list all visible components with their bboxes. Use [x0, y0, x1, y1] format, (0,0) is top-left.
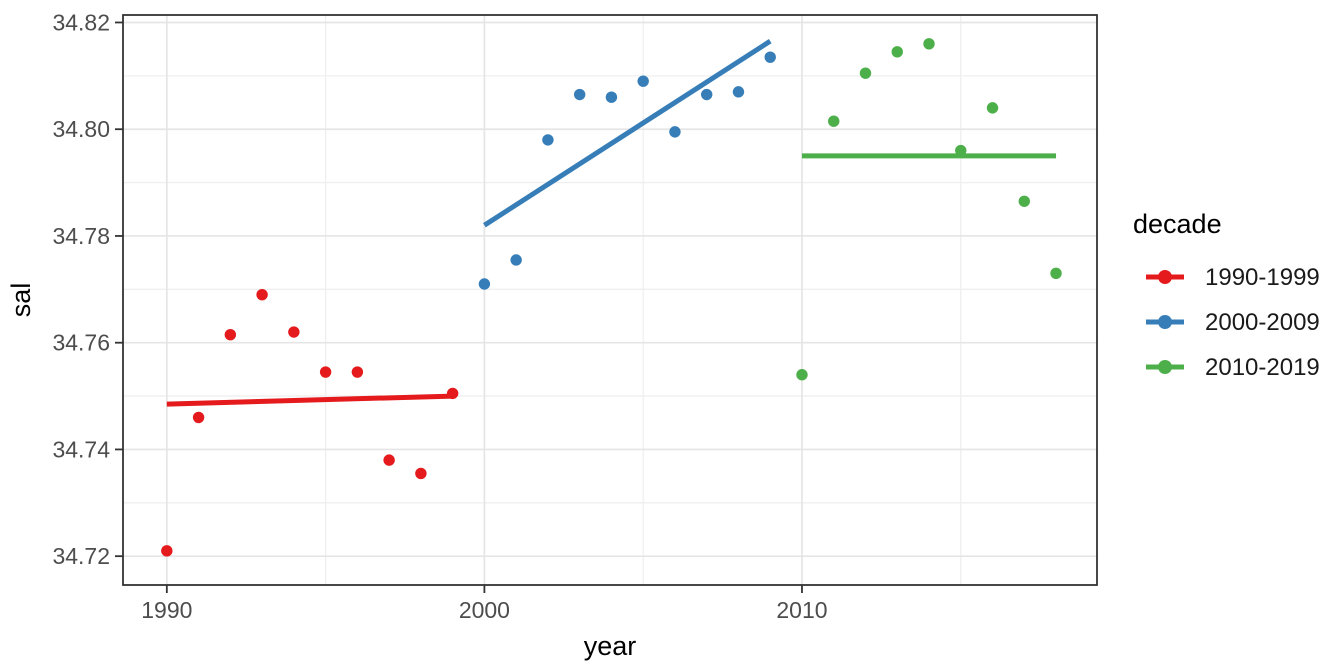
trend-line [483, 39, 772, 228]
data-point [192, 411, 205, 424]
y-tick-label: 34.74 [52, 436, 110, 462]
legend-entry-label: 1990-1999 [1205, 264, 1320, 291]
y-tick-label: 34.76 [52, 330, 110, 356]
data-point [605, 91, 618, 103]
y-tick-label: 34.82 [52, 9, 110, 35]
legend-entries: 1990-1999 2000-2009 2010-2019 [1146, 264, 1320, 381]
data-point [478, 278, 491, 290]
legend-title: decade [1133, 209, 1222, 239]
data-point [669, 126, 681, 138]
legend-key-point [1158, 315, 1172, 329]
axis-tick-labels: 34.72 34.74 34.76 34.78 34.80 34.82 1990 2000 20… [52, 9, 827, 623]
data-point [256, 288, 268, 301]
data-point [986, 102, 999, 114]
data-point [224, 328, 237, 341]
y-tick-label: 34.72 [52, 543, 110, 569]
data-point [319, 366, 332, 378]
data-point [923, 38, 935, 50]
trend-lines-layer [166, 39, 1057, 407]
data-point [351, 366, 364, 378]
y-tick-label: 34.78 [52, 223, 110, 249]
legend-key-point [1158, 360, 1172, 374]
legend-entry: 2000-2009 [1146, 309, 1320, 336]
legend-entry-label: 2010-2019 [1205, 354, 1320, 381]
data-point [510, 254, 522, 266]
data-point [542, 134, 554, 146]
legend-key-point [1158, 270, 1172, 284]
data-point [288, 326, 300, 338]
legend: decade 1990-1999 2000-2009 2010-2019 [1133, 209, 1320, 381]
gridlines-major [123, 15, 1097, 585]
axis-ticks [115, 21, 803, 593]
legend-entry-label: 2000-2009 [1205, 309, 1320, 336]
data-point [701, 88, 713, 101]
panel-border [122, 14, 1098, 586]
data-point [637, 75, 649, 87]
data-point [383, 454, 395, 466]
data-point [891, 46, 903, 58]
y-axis-title: sal [6, 283, 36, 318]
y-tick-label: 34.80 [52, 116, 110, 142]
data-point [1018, 195, 1030, 207]
gridlines-minor [123, 15, 1097, 585]
x-axis-title: year [584, 631, 637, 661]
x-tick-label: 1990 [141, 597, 192, 623]
data-point [732, 86, 745, 98]
data-points-layer [161, 38, 1062, 557]
data-point [764, 51, 776, 63]
data-point [828, 115, 840, 127]
data-point [859, 67, 872, 79]
data-point [796, 369, 808, 381]
legend-entry: 1990-1999 [1146, 264, 1320, 291]
legend-entry: 2010-2019 [1146, 354, 1320, 381]
trend-line [166, 393, 453, 407]
data-point [1050, 267, 1062, 280]
data-point [573, 88, 586, 101]
x-tick-label: 2010 [776, 597, 827, 623]
data-point [161, 545, 173, 557]
data-point [415, 467, 427, 480]
x-tick-label: 2000 [459, 597, 510, 623]
